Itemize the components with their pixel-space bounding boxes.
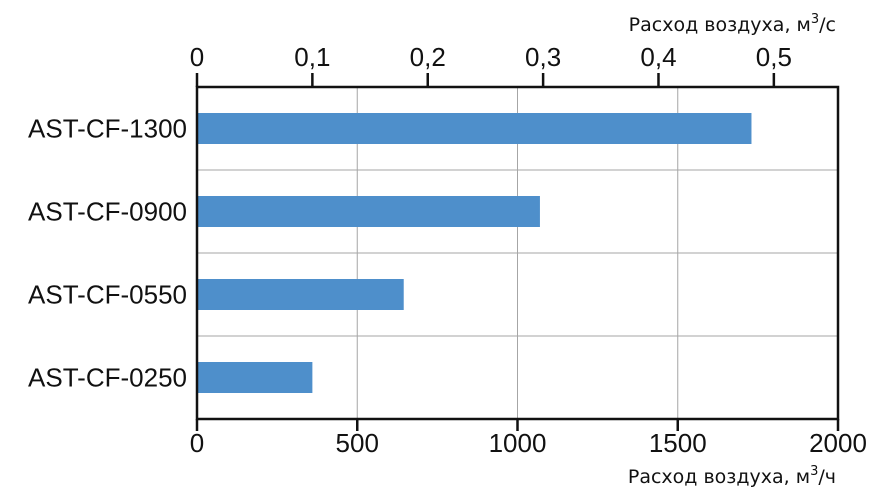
- bottom-tick-label: 1000: [489, 428, 547, 458]
- bottom-tick-label: 500: [336, 428, 379, 458]
- bottom-tick-label: 1500: [649, 428, 707, 458]
- top-axis-title-sup: 3: [811, 12, 819, 27]
- bottom-tick-label: 0: [190, 428, 204, 458]
- bottom-axis-title-suffix: /ч: [818, 466, 836, 488]
- top-axis-title-suffix: /с: [819, 14, 836, 36]
- category-label: AST-CF-0550: [28, 280, 187, 310]
- top-axis-title-text: Расход воздуха, м: [629, 14, 811, 36]
- bars: [197, 113, 752, 393]
- bottom-axis-title-text: Расход воздуха, м: [628, 466, 810, 488]
- bar: [197, 279, 404, 310]
- top-axis-title: Расход воздуха, м3/с: [629, 12, 836, 36]
- bar: [197, 113, 752, 144]
- top-tick-label: 0,4: [640, 42, 676, 72]
- bottom-axis-ticks: 0 500 1000 1500 2000: [190, 419, 867, 458]
- bar: [197, 362, 313, 393]
- category-label: AST-CF-1300: [28, 114, 187, 144]
- top-axis-ticks: 0 0,1 0,2 0,3 0,4 0,5: [190, 42, 792, 87]
- bottom-axis-title-sup: 3: [810, 464, 818, 479]
- top-tick-label: 0,2: [410, 42, 446, 72]
- top-tick-label: 0,5: [756, 42, 792, 72]
- category-label: AST-CF-0250: [28, 363, 187, 393]
- top-tick-label: 0: [190, 42, 204, 72]
- category-labels: AST-CF-1300 AST-CF-0900 AST-CF-0550 AST-CF-…: [28, 114, 187, 393]
- bar: [197, 196, 540, 227]
- bottom-tick-label: 2000: [809, 428, 867, 458]
- top-tick-label: 0,3: [525, 42, 561, 72]
- category-label: AST-CF-0900: [28, 197, 187, 227]
- top-tick-label: 0,1: [294, 42, 330, 72]
- bottom-axis-title: Расход воздуха, м3/ч: [628, 464, 836, 488]
